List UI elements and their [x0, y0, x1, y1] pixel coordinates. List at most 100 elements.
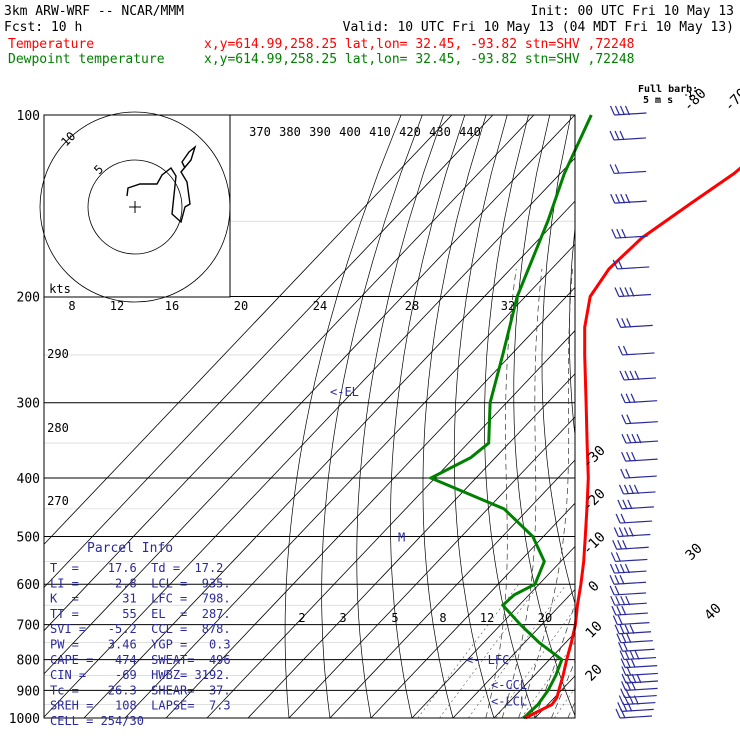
level-annotation: <- LFC — [466, 653, 509, 667]
wind-barb-feather — [614, 130, 620, 141]
wind-barb-feather — [612, 540, 618, 550]
wind-barb-icon — [609, 105, 647, 116]
isotherm-line — [370, 502, 575, 718]
wind-barb-feather — [629, 370, 635, 381]
isotherm-label: 40 — [702, 601, 725, 624]
dry-adiabat-line — [390, 115, 466, 718]
wind-barb-feather — [609, 164, 615, 174]
wind-barb-icon — [615, 513, 653, 524]
wind-barb-feather — [629, 624, 635, 635]
pressure-tick-label: 700 — [17, 619, 40, 634]
moist-adiabat-line — [485, 268, 517, 718]
wind-barb-column — [609, 105, 659, 719]
hodograph-speed-label: 12 — [110, 299, 124, 313]
wind-barb-feather — [610, 595, 616, 606]
wind-barb-icon — [616, 318, 653, 328]
hodograph-speed-label: 32 — [501, 299, 515, 313]
wind-barb-feather — [621, 451, 627, 462]
wind-barb-feather — [621, 666, 627, 676]
wind-barb-icon — [617, 345, 655, 356]
temperature-location-info: x,y=614.99,258.25 lat,lon= 32.45, -93.82… — [204, 37, 634, 52]
mixing-ratio-label: 8 — [439, 611, 446, 625]
wind-barb-icon — [612, 615, 650, 626]
mixing-ratio-label: 3 — [339, 611, 346, 625]
wind-barb-feather — [615, 552, 621, 562]
moist-adiabat-line — [551, 659, 575, 718]
pressure-tick-label: 600 — [17, 578, 40, 593]
pressure-tick-label: 1000 — [9, 712, 40, 727]
mixing-ratio-label: 5 — [391, 611, 398, 625]
wind-barb-feather — [614, 105, 621, 116]
dry-adiabat-line — [453, 115, 508, 718]
wind-barb-feather — [625, 468, 631, 479]
moist-adiabat-line — [534, 601, 575, 718]
wind-barb-feather — [619, 370, 625, 381]
isotherm-label: -20 — [580, 486, 609, 515]
wind-barb-feather — [626, 433, 632, 444]
moist-adiabat-line — [584, 269, 740, 718]
sounding-traces — [427, 114, 740, 720]
wind-barb-feather — [621, 318, 627, 328]
wind-barb-feather — [619, 574, 625, 585]
wind-barb-feather — [633, 484, 640, 495]
hodograph-trace — [126, 144, 197, 224]
isotherm-line — [44, 115, 575, 675]
wind-barb-feather — [625, 393, 631, 403]
hodograph-speed-label: kts — [49, 282, 71, 296]
mixing-ratio-label: 2 — [298, 611, 305, 625]
wind-barb-feather — [625, 193, 631, 204]
wind-barb-feather — [623, 642, 629, 652]
wind-barb-icon — [611, 228, 648, 239]
wind-barb-icon — [620, 393, 658, 404]
wind-barb-feather — [615, 193, 621, 204]
wind-barb-feather — [630, 658, 636, 668]
parcel-info-row: CELL = 254/30 — [50, 714, 144, 728]
wind-barb-feather — [612, 259, 618, 270]
wind-barb-feather — [626, 414, 632, 424]
wind-barb-feather — [620, 688, 626, 698]
theta-label: 370 — [249, 125, 271, 139]
wind-barb-feather — [616, 633, 622, 643]
wind-barb-icon — [621, 451, 658, 462]
wind-barb-feather — [618, 695, 624, 705]
isotherm-line — [534, 675, 575, 718]
hodograph-frame — [43, 114, 231, 298]
theta-label: 390 — [309, 125, 331, 139]
pressure-tick-label: 800 — [17, 654, 40, 669]
isotherm-line — [411, 545, 575, 718]
moist-adiabat-line — [518, 268, 573, 718]
parcel-info-row: CAPE = 474 SWEAT= 496 — [50, 653, 231, 667]
barb-legend-exponent: -1 — [684, 91, 692, 99]
wind-barb-feather — [617, 499, 623, 510]
wind-barb-icon — [609, 574, 647, 585]
hodograph-ring — [87, 159, 183, 255]
parcel-info-row: Tc = 26.3 SHEAR= 37. — [50, 683, 231, 697]
wind-barb-feather — [622, 345, 629, 356]
pressure-tick-label: 100 — [17, 109, 40, 124]
wind-barb-feather — [634, 370, 640, 381]
barb-legend-unit: 5 m s — [643, 95, 673, 106]
dry-adiabat-line — [671, 115, 740, 731]
wind-barb-feather — [618, 484, 625, 495]
mixing-ratio-line — [468, 584, 567, 718]
wind-barb-icon — [619, 650, 657, 661]
forecast-hour: Fcst: 10 h — [4, 20, 82, 35]
wind-barb-feather — [627, 499, 633, 510]
wind-barb-icon — [620, 658, 658, 669]
mixing-ratio-label: 20 — [538, 611, 552, 625]
wind-barb-feather — [610, 193, 616, 204]
wind-barb-icon — [611, 605, 648, 616]
wind-barb-feather — [624, 650, 630, 660]
wind-barb-feather — [619, 105, 626, 116]
plot-frame — [43, 114, 576, 719]
wind-barb-icon — [621, 414, 658, 425]
wind-barb-icon — [609, 585, 647, 596]
wind-barb-icon — [618, 642, 655, 652]
wind-barb-feather — [628, 527, 634, 537]
wind-barb-feather — [621, 633, 627, 643]
wind-barb-icon — [610, 193, 647, 204]
wind-barb-feather — [619, 650, 625, 660]
wind-barb-feather — [621, 673, 627, 684]
dry-adiabat-line — [356, 115, 444, 718]
